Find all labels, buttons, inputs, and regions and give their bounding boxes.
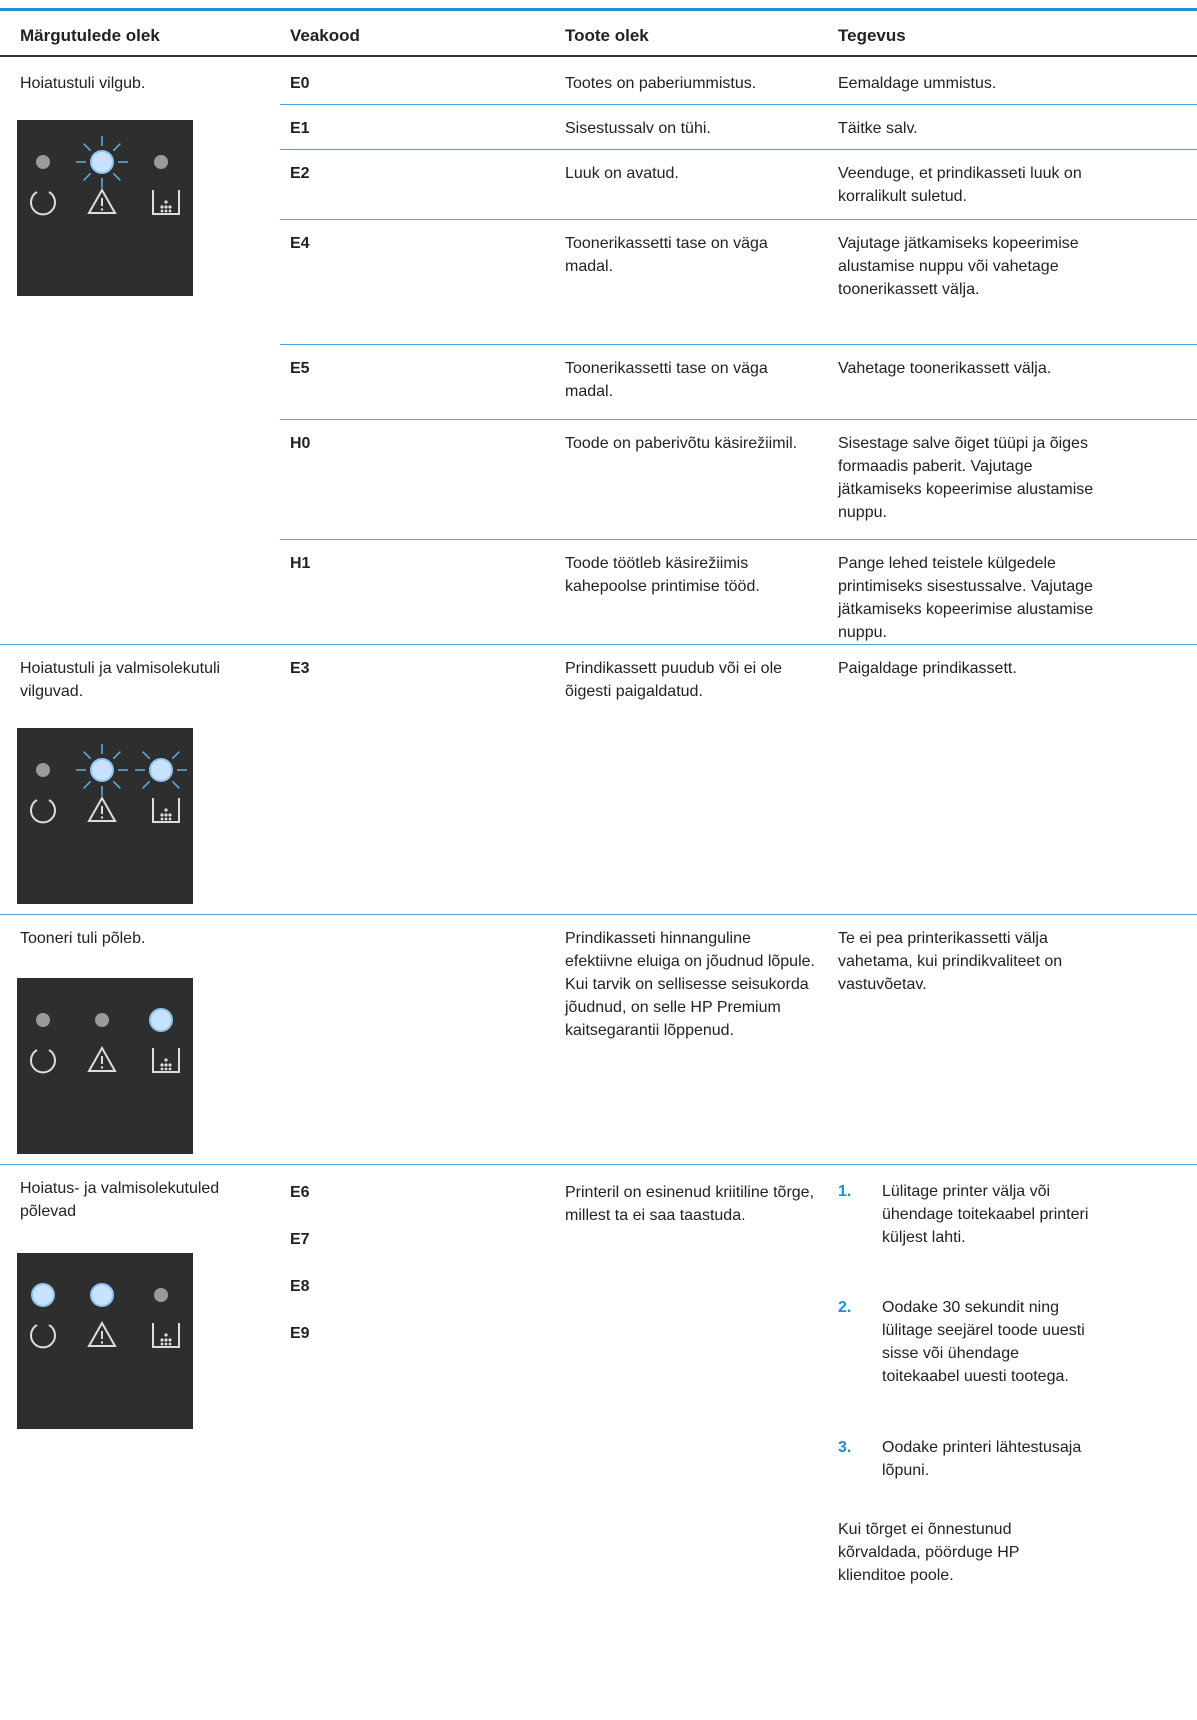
error-code: H1 — [290, 555, 311, 572]
control-panel-icon — [17, 1253, 193, 1429]
error-code: E3 — [290, 660, 310, 677]
product-state: Prindikasseti hinnanguline efektiivne el… — [565, 930, 815, 1039]
step-number: 2. — [838, 1299, 852, 1316]
step-text: Lülitage printer välja või ühendage toit… — [882, 1183, 1089, 1246]
action-text: Eemaldage ummistus. — [838, 75, 997, 92]
control-panel-icon — [17, 978, 193, 1154]
error-code: H0 — [290, 435, 311, 452]
step-number: 1. — [838, 1183, 852, 1200]
product-state: Sisestussalv on tühi. — [565, 120, 711, 137]
action-text: Sisestage salve õiget tüüpi ja õiges for… — [838, 435, 1094, 521]
top-rule — [0, 8, 1197, 11]
status-text: Hoiatustuli vilgub. — [20, 75, 146, 92]
error-code: E4 — [290, 235, 310, 252]
product-state: Prindikassett puudub või ei ole õigesti … — [565, 660, 783, 700]
error-code: E6 — [290, 1184, 310, 1201]
product-state: Toode on paberivõtu käsirežiimil. — [565, 435, 798, 452]
action-text: Täitke salv. — [838, 120, 918, 137]
error-code: E1 — [290, 120, 310, 137]
error-code: E0 — [290, 75, 310, 92]
error-code: E8 — [290, 1278, 310, 1295]
action-text: Paigaldage prindikassett. — [838, 660, 1017, 677]
action-text: Pange lehed teistele külgedele printimis… — [838, 555, 1094, 641]
status-text: Hoiatustuli ja valmisolekutuli vilguvad. — [20, 660, 221, 700]
product-state: Printeril on esinenud kriitiline tõrge, … — [565, 1184, 815, 1224]
status-text: Hoiatus- ja valmisolekutuled põlevad — [20, 1180, 220, 1220]
error-code: E2 — [290, 165, 310, 182]
note-text: Kui tõrget ei õnnestunud kõrvaldada, pöö… — [838, 1521, 1020, 1584]
action-text: Veenduge, et prindikasseti luuk on korra… — [838, 165, 1082, 205]
product-state: Toode töötleb käsirežiimis kahepoolse pr… — [565, 555, 760, 595]
column-header: Märgutulede olek — [20, 26, 160, 45]
row-rule — [280, 149, 1197, 150]
status-text: Tooneri tuli põleb. — [20, 930, 146, 947]
row-rule — [0, 1164, 1197, 1165]
control-panel-icon — [17, 120, 193, 296]
row-rule — [0, 644, 1197, 645]
column-header: Toote olek — [565, 26, 649, 45]
row-rule — [280, 104, 1197, 105]
step-text: Oodake 30 sekundit ning lülitage seejäre… — [882, 1299, 1085, 1385]
error-code: E7 — [290, 1231, 310, 1248]
product-state: Luuk on avatud. — [565, 165, 679, 182]
row-rule — [0, 914, 1197, 915]
row-rule — [280, 539, 1197, 540]
action-text: Vajutage jätkamiseks kopeerimise alustam… — [838, 235, 1079, 298]
product-state: Toonerikassetti tase on väga madal. — [565, 360, 768, 400]
product-state: Toonerikassetti tase on väga madal. — [565, 235, 768, 275]
control-panel-icon — [17, 728, 193, 904]
header-rule — [0, 55, 1197, 57]
product-state: Tootes on paberiummistus. — [565, 75, 757, 92]
row-rule — [280, 419, 1197, 420]
action-text: Vahetage toonerikassett välja. — [838, 360, 1052, 377]
error-code: E5 — [290, 360, 310, 377]
error-code: E9 — [290, 1325, 310, 1342]
row-rule — [280, 219, 1197, 220]
step-number: 3. — [838, 1439, 852, 1456]
column-header: Veakood — [290, 26, 360, 45]
row-rule — [280, 344, 1197, 345]
action-text: Te ei pea printerikassetti välja vahetam… — [838, 930, 1063, 993]
column-header: Tegevus — [838, 26, 906, 45]
step-text: Oodake printeri lähtestusaja lõpuni. — [882, 1439, 1082, 1479]
